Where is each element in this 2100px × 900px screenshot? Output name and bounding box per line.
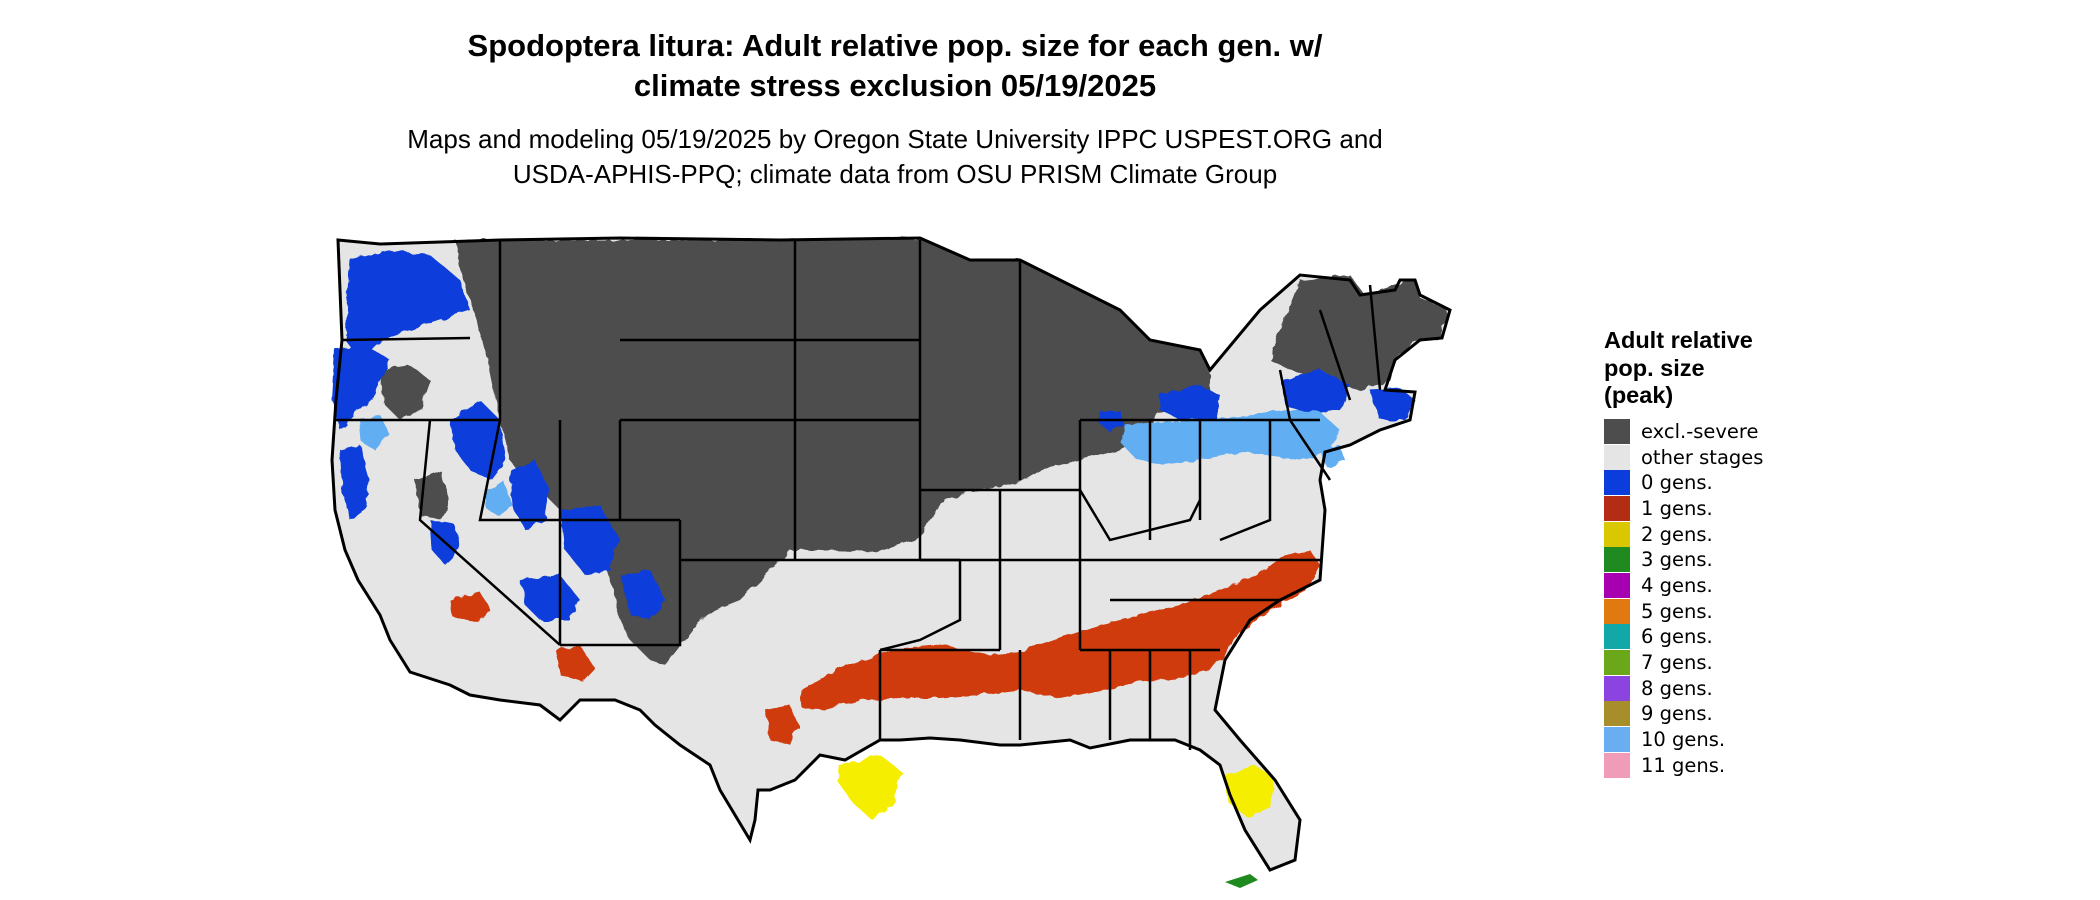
- legend-swatch: [1604, 701, 1630, 727]
- map-title: Spodoptera litura: Adult relative pop. s…: [0, 26, 1790, 106]
- layer-3-gens: [1225, 874, 1258, 888]
- legend-swatch: [1604, 675, 1630, 701]
- legend-swatch: [1604, 650, 1630, 676]
- legend-item: 7 gens.: [1604, 650, 1804, 676]
- legend-swatch: [1604, 727, 1630, 753]
- legend-item: 10 gens.: [1604, 727, 1804, 753]
- legend-label: 6 gens.: [1641, 625, 1713, 649]
- legend-item: 2 gens.: [1604, 521, 1804, 547]
- legend-title-line-2: pop. size: [1604, 354, 1705, 381]
- legend-label: 0 gens.: [1641, 471, 1713, 495]
- legend: Adult relative pop. size (peak) excl.-se…: [1604, 327, 1804, 778]
- subtitle-line-1: Maps and modeling 05/19/2025 by Oregon S…: [407, 124, 1383, 154]
- legend-item: 9 gens.: [1604, 701, 1804, 727]
- legend-item: 4 gens.: [1604, 572, 1804, 599]
- us-map: [330, 236, 1452, 888]
- legend-title: Adult relative pop. size (peak): [1604, 327, 1804, 410]
- legend-item: 5 gens.: [1604, 598, 1804, 624]
- legend-swatch: [1604, 547, 1630, 573]
- legend-swatch: [1604, 752, 1630, 778]
- legend-item: 6 gens.: [1604, 624, 1804, 650]
- legend-swatch: [1604, 624, 1630, 650]
- legend-item: 0 gens.: [1604, 470, 1804, 496]
- legend-item: 11 gens.: [1604, 752, 1804, 778]
- legend-item: 3 gens.: [1604, 547, 1804, 573]
- legend-item: 1 gens.: [1604, 495, 1804, 522]
- legend-label: 9 gens.: [1641, 702, 1713, 726]
- legend-item: excl.-severe: [1604, 418, 1804, 445]
- legend-title-line-1: Adult relative: [1604, 327, 1753, 353]
- legend-swatch: [1604, 598, 1630, 624]
- layer-2-gens: [838, 755, 1275, 820]
- map-subtitle: Maps and modeling 05/19/2025 by Oregon S…: [0, 122, 1790, 192]
- title-line-2: climate stress exclusion 05/19/2025: [633, 68, 1157, 103]
- legend-title-line-3: (peak): [1604, 382, 1674, 408]
- legend-swatch: [1604, 418, 1630, 444]
- state-borders: [336, 240, 1382, 750]
- legend-label: 5 gens.: [1641, 599, 1713, 623]
- subtitle-line-2: USDA-APHIS-PPQ; climate data from OSU PR…: [512, 159, 1278, 189]
- legend-item: other stages: [1604, 444, 1804, 470]
- legend-label: 3 gens.: [1641, 548, 1713, 572]
- legend-label: 4 gens.: [1641, 573, 1713, 597]
- legend-label: 11 gens.: [1641, 753, 1726, 777]
- legend-label: excl.-severe: [1641, 419, 1759, 443]
- legend-item: 8 gens.: [1604, 675, 1804, 701]
- legend-swatch: [1604, 521, 1630, 547]
- legend-label: 1 gens.: [1641, 496, 1713, 520]
- title-line-1: Spodoptera litura: Adult relative pop. s…: [467, 28, 1323, 63]
- legend-label: 2 gens.: [1641, 522, 1713, 546]
- legend-label: 8 gens.: [1641, 676, 1713, 700]
- legend-swatch: [1604, 470, 1630, 496]
- legend-swatch: [1604, 495, 1630, 521]
- legend-label: 7 gens.: [1641, 651, 1713, 675]
- legend-label: other stages: [1641, 445, 1764, 469]
- us-outline: [330, 236, 1452, 872]
- legend-swatch: [1604, 444, 1630, 470]
- legend-label: 10 gens.: [1641, 728, 1726, 752]
- legend-swatch: [1604, 572, 1630, 598]
- layer-10-gens: [360, 410, 1345, 516]
- legend-items: excl.-severe other stages 0 gens. 1 gens. 2 …: [1604, 418, 1804, 779]
